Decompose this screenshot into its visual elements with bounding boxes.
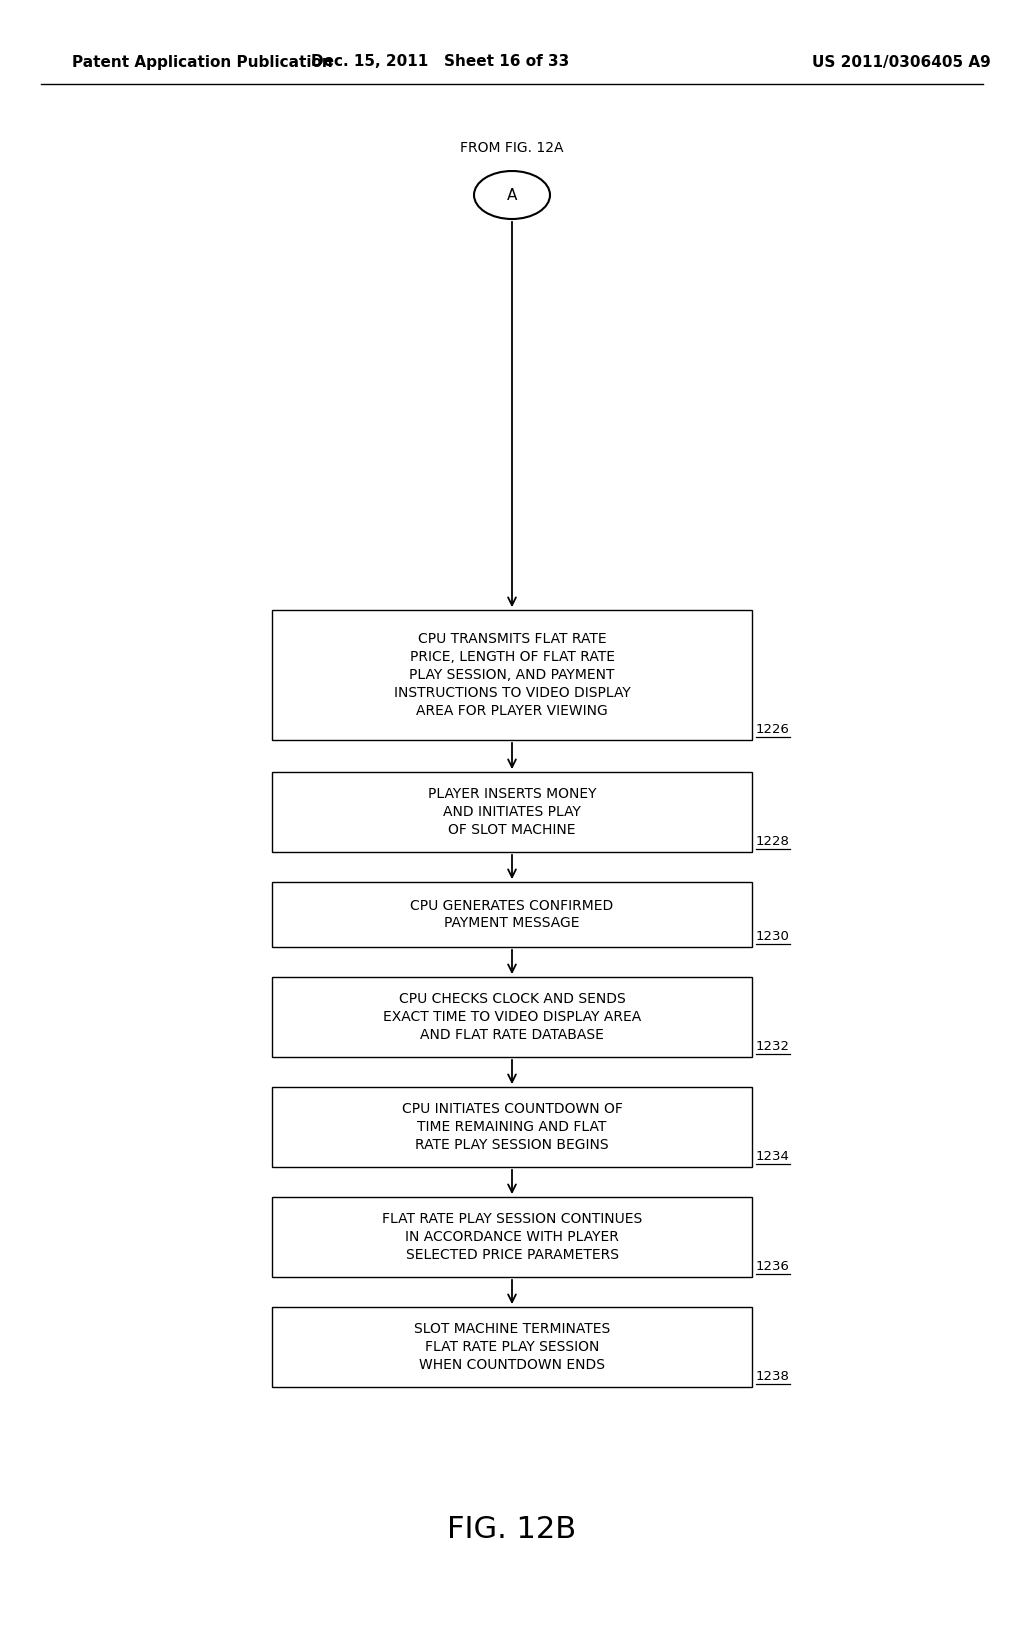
Bar [272,977,752,1058]
Text: 1228: 1228 [756,835,790,848]
Text: FIG. 12B: FIG. 12B [447,1515,577,1544]
Text: 1238: 1238 [756,1370,790,1383]
Text: 1234: 1234 [756,1150,790,1163]
Text: FLAT RATE PLAY SESSION CONTINUES
IN ACCORDANCE WITH PLAYER
SELECTED PRICE PARAME: FLAT RATE PLAY SESSION CONTINUES IN ACCO… [382,1213,642,1262]
Text: CPU TRANSMITS FLAT RATE
PRICE, LENGTH OF FLAT RATE
PLAY SESSION, AND PAYMENT
INS: CPU TRANSMITS FLAT RATE PRICE, LENGTH OF… [393,632,631,718]
Text: Patent Application Publication: Patent Application Publication [72,54,333,69]
Text: 1232: 1232 [756,1040,790,1053]
Text: 1236: 1236 [756,1261,790,1274]
Text: CPU CHECKS CLOCK AND SENDS
EXACT TIME TO VIDEO DISPLAY AREA
AND FLAT RATE DATABA: CPU CHECKS CLOCK AND SENDS EXACT TIME TO… [383,992,641,1041]
Text: SLOT MACHINE TERMINATES
FLAT RATE PLAY SESSION
WHEN COUNTDOWN ENDS: SLOT MACHINE TERMINATES FLAT RATE PLAY S… [414,1322,610,1371]
Text: 1226: 1226 [756,723,790,736]
Bar [272,1087,752,1167]
Text: CPU GENERATES CONFIRMED
PAYMENT MESSAGE: CPU GENERATES CONFIRMED PAYMENT MESSAGE [411,899,613,931]
Bar [272,772,752,851]
Text: A: A [507,188,517,203]
Text: CPU INITIATES COUNTDOWN OF
TIME REMAINING AND FLAT
RATE PLAY SESSION BEGINS: CPU INITIATES COUNTDOWN OF TIME REMAININ… [401,1102,623,1152]
Bar [272,1307,752,1388]
Text: Dec. 15, 2011   Sheet 16 of 33: Dec. 15, 2011 Sheet 16 of 33 [311,54,569,69]
Text: PLAYER INSERTS MONEY
AND INITIATES PLAY
OF SLOT MACHINE: PLAYER INSERTS MONEY AND INITIATES PLAY … [428,787,596,837]
Text: US 2011/0306405 A9: US 2011/0306405 A9 [812,54,990,69]
Text: FROM FIG. 12A: FROM FIG. 12A [460,140,564,155]
Bar [272,610,752,739]
Bar [272,1196,752,1277]
Bar [272,883,752,947]
Text: 1230: 1230 [756,931,790,944]
